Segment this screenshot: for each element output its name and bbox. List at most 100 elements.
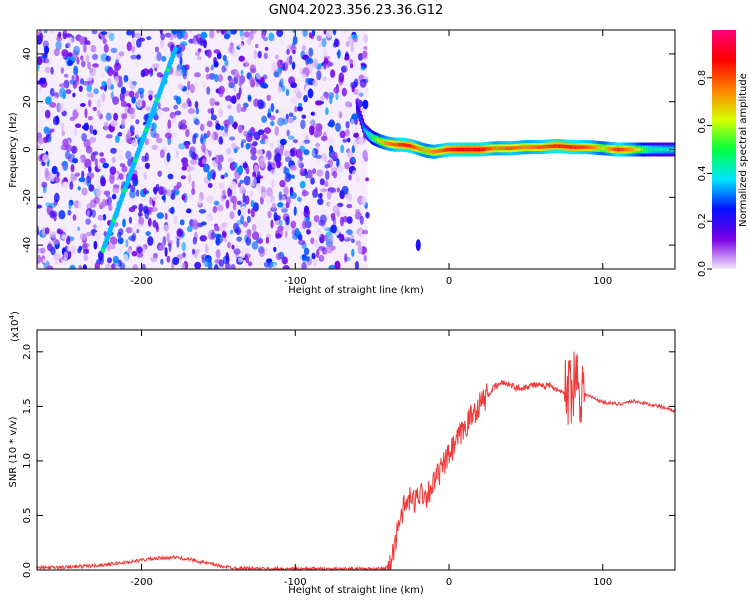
ridge-core-cell bbox=[497, 146, 500, 151]
heatmap-noise-cell bbox=[243, 102, 249, 108]
heatmap-noise-cell bbox=[322, 48, 328, 57]
heatmap-noise-cell bbox=[77, 226, 81, 231]
heatmap-noise-cell bbox=[300, 119, 306, 130]
ridge-core-cell bbox=[566, 144, 569, 149]
heatmap-noise-cell bbox=[145, 106, 151, 111]
ridge-core-cell bbox=[502, 146, 505, 151]
heatmap-noise-cell bbox=[290, 45, 297, 52]
heatmap-noise-cell bbox=[128, 216, 132, 224]
heatmap-noise-cell bbox=[270, 120, 275, 127]
heatmap-noise-cell bbox=[125, 135, 133, 144]
heatmap-noise-cell bbox=[205, 66, 210, 73]
heatmap-noise-cell bbox=[192, 236, 197, 245]
heatmap-noise-cell bbox=[195, 107, 199, 115]
heatmap-noise-cell bbox=[351, 34, 358, 39]
heatmap-noise-cell bbox=[259, 249, 265, 257]
ridge-core-cell bbox=[367, 131, 369, 136]
heatmap-noise-cell bbox=[185, 128, 190, 138]
heatmap-noise-cell bbox=[73, 45, 80, 56]
heatmap-noise-cell bbox=[163, 224, 169, 232]
heatmap-noise-cell bbox=[316, 248, 320, 258]
heatmap-noise-cell bbox=[146, 69, 153, 74]
heatmap-noise-cell bbox=[131, 226, 137, 235]
heatmap-noise-cell bbox=[222, 54, 227, 62]
ridge-core-cell bbox=[443, 148, 446, 153]
heatmap-noise-cell bbox=[292, 139, 298, 144]
ridge-core-cell bbox=[626, 147, 629, 152]
heatmap-noise-cell bbox=[285, 88, 290, 97]
ridge-core-cell bbox=[368, 132, 371, 137]
colorbar-tick-label: 0.4 bbox=[697, 165, 708, 181]
colorbar-ticks: 0.0 0.2 0.4 0.6 0.8 bbox=[697, 70, 712, 277]
heatmap-noise-cell bbox=[222, 194, 227, 200]
heatmap-noise-cell bbox=[122, 218, 126, 228]
ridge-core-cell bbox=[359, 116, 362, 120]
heatmap-noise-cell bbox=[119, 163, 126, 168]
heatmap-noise-cell bbox=[314, 187, 318, 192]
heatmap-noise-cell bbox=[249, 64, 256, 74]
ridge-core-cell bbox=[606, 146, 609, 151]
colorbar-tick-label: 0.6 bbox=[697, 118, 708, 134]
heatmap-noise-cell bbox=[351, 145, 355, 154]
heatmap-noise-cell bbox=[282, 118, 289, 125]
ridge-core-cell bbox=[467, 147, 470, 152]
ridge-core-cell bbox=[402, 143, 405, 147]
ridge-core-cell bbox=[627, 147, 630, 152]
heatmap-noise-cell bbox=[236, 103, 242, 113]
heatmap-noise-cell bbox=[290, 220, 297, 229]
heatmap-noise-cell bbox=[288, 112, 294, 118]
heatmap-noise-cell bbox=[337, 164, 344, 173]
heatmap-noise-cell bbox=[180, 41, 188, 47]
heatmap-noise-cell bbox=[273, 262, 277, 269]
heatmap-noise-cell bbox=[238, 124, 243, 134]
heatmap-noise-cell bbox=[195, 51, 201, 56]
heatmap-noise-cell bbox=[182, 72, 187, 80]
heatmap-noise-cell bbox=[239, 185, 246, 194]
heatmap-noise-cell bbox=[154, 67, 158, 72]
heatmap-noise-cell bbox=[202, 163, 210, 173]
heatmap-noise-cell bbox=[37, 144, 41, 151]
heatmap-noise-cell bbox=[77, 201, 83, 209]
heatmap-noise-cell bbox=[222, 231, 227, 237]
ridge-core-cell bbox=[570, 145, 572, 149]
heatmap-noise-cell bbox=[299, 167, 305, 177]
heatmap-noise-cell bbox=[94, 262, 101, 269]
ridge-core-cell bbox=[609, 147, 612, 151]
ridge-core-cell bbox=[568, 145, 571, 149]
heatmap-noise-cell bbox=[242, 221, 249, 228]
heatmap-noise-cell bbox=[77, 186, 81, 191]
heatmap-noise-cell bbox=[150, 206, 158, 212]
heatmap-noise-cell bbox=[267, 161, 271, 166]
ridge-core-cell bbox=[600, 146, 603, 150]
ridge-core-cell bbox=[444, 148, 447, 152]
heatmap-noise-cell bbox=[61, 122, 65, 133]
heatmap-noise-cell bbox=[322, 234, 328, 242]
heatmap-noise-cell bbox=[285, 216, 290, 226]
heatmap-noise-cell bbox=[310, 33, 315, 40]
ridge-core-cell bbox=[587, 145, 590, 149]
ridge-core-cell bbox=[667, 147, 670, 152]
heatmap-noise-cell bbox=[150, 256, 158, 263]
heatmap-noise-cell bbox=[245, 236, 252, 246]
ridge-core-cell bbox=[578, 145, 581, 149]
heatmap-noise-cell bbox=[263, 156, 269, 162]
heatmap-noise-cell bbox=[49, 30, 54, 34]
ridge-core-cell bbox=[603, 146, 606, 151]
heatmap-noise-cell bbox=[204, 243, 209, 254]
heatmap-noise-cell bbox=[167, 119, 172, 129]
ridge-core-cell bbox=[592, 145, 595, 150]
heatmap-noise-cell bbox=[217, 162, 223, 171]
heatmap-noise-cell bbox=[70, 244, 77, 255]
heatmap-noise-cell bbox=[59, 83, 67, 88]
ridge-core-cell bbox=[364, 129, 367, 133]
heatmap-noise-cell bbox=[282, 61, 289, 72]
heatmap-noise-cell bbox=[328, 182, 332, 187]
heatmap-noise-cell bbox=[141, 155, 147, 162]
amplitude-colorbar: 0.0 0.2 0.4 0.6 0.8 Normalized spectral ampl… bbox=[697, 30, 749, 277]
ridge-core-cell bbox=[641, 147, 644, 152]
heatmap-noise-cell bbox=[350, 63, 354, 69]
heatmap-noise-cell bbox=[94, 158, 98, 167]
heatmap-noise-cell bbox=[190, 159, 198, 165]
ridge-core-cell bbox=[535, 145, 538, 149]
